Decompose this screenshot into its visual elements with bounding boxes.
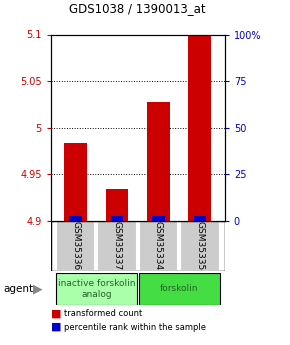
Text: percentile rank within the sample: percentile rank within the sample [64,323,206,332]
Text: GSM35337: GSM35337 [113,221,122,270]
Text: GSM35334: GSM35334 [154,221,163,270]
Bar [188,34,211,221]
Text: agent: agent [3,284,33,294]
Text: ■: ■ [51,322,61,332]
Bar [97,221,137,271]
Bar [64,144,87,221]
Bar [147,101,170,221]
Bar [69,216,82,221]
Text: forskolin: forskolin [160,284,198,294]
Bar [106,189,128,221]
Text: GSM35336: GSM35336 [71,221,80,270]
Bar [139,221,178,271]
Text: transformed count: transformed count [64,309,142,318]
Bar [139,273,220,305]
Text: ■: ■ [51,309,61,319]
Bar [180,221,220,271]
Bar [194,216,206,221]
Text: GDS1038 / 1390013_at: GDS1038 / 1390013_at [69,2,206,16]
Bar [56,273,137,305]
Text: GSM35335: GSM35335 [195,221,204,270]
Bar [111,216,123,221]
Bar [56,221,95,271]
Text: inactive forskolin
analog: inactive forskolin analog [58,279,135,299]
Text: ▶: ▶ [33,283,43,295]
Bar [152,216,165,221]
